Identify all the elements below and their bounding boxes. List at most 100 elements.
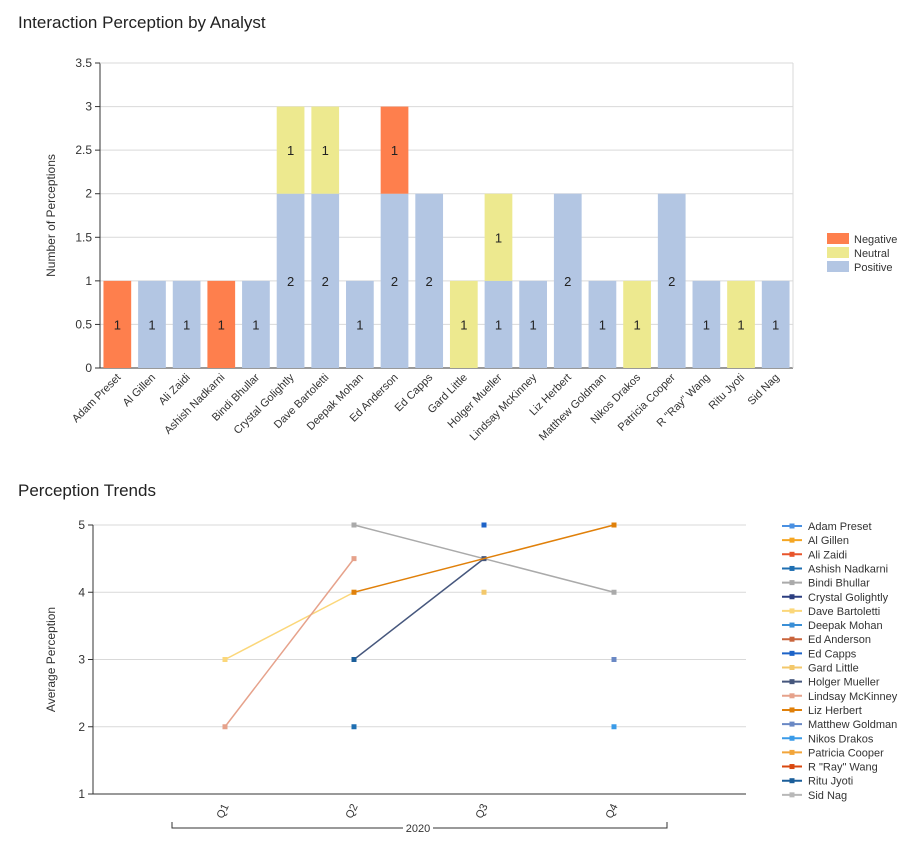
bar-positive-deepak-mohan xyxy=(346,280,374,368)
line-chart-title: Perception Trends xyxy=(18,481,156,500)
bar-positive-matthew-goldman xyxy=(588,280,617,368)
line-point-liz-herbert xyxy=(611,522,617,528)
line-x-tick-label: Q4 xyxy=(604,802,621,820)
line-x-tick-label: Q1 xyxy=(215,802,232,820)
bar-data-label: 1 xyxy=(703,317,710,332)
bar-y-tick-label: 3.5 xyxy=(75,56,92,70)
bar-positive-patricia-cooper xyxy=(657,193,686,368)
legend-label-ritu-jyoti: Ritu Jyoti xyxy=(808,776,853,788)
line-x-tick-label: Q3 xyxy=(474,802,491,820)
line-series-holger-mueller xyxy=(353,558,485,661)
legend-marker-liz-herbert xyxy=(789,707,795,713)
legend-swatch-neutral xyxy=(827,247,849,258)
legend-label-patricia-cooper: Patricia Cooper xyxy=(808,747,884,759)
bar-positive-ed-capps xyxy=(415,193,444,368)
bar-data-label: 1 xyxy=(599,317,606,332)
legend-label-ed-anderson: Ed Anderson xyxy=(808,634,871,646)
legend-marker-bindi-bhullar xyxy=(789,580,795,586)
legend-label-nikos-drakos: Nikos Drakos xyxy=(808,733,874,745)
line-series-liz-herbert xyxy=(353,524,615,593)
bar-positive-sid-nag xyxy=(761,280,790,368)
line-point-bindi-bhullar xyxy=(611,589,617,595)
legend-marker-crystal-golightly xyxy=(789,594,795,600)
bar-negative-ed-anderson xyxy=(380,106,409,194)
line-point-gard-little xyxy=(481,589,487,595)
bar-positive-r-ray-wang xyxy=(692,280,721,368)
legend-marker-r-ray-wang xyxy=(789,764,795,770)
bar-positive-crystal-golightly xyxy=(276,193,305,368)
bar-data-label: 1 xyxy=(772,317,779,332)
bar-y-tick-label: 0 xyxy=(85,361,92,375)
line-group-label-bg xyxy=(403,822,433,834)
line-point-nikos-drakos xyxy=(611,724,617,730)
bar-y-axis-label: Number of Perceptions xyxy=(44,154,58,277)
legend-marker-matthew-goldman xyxy=(789,721,795,727)
bar-y-tick-label: 2 xyxy=(85,187,92,201)
legend-label-lindsay-mckinney: Lindsay McKinney xyxy=(808,691,898,703)
line-y-tick-label: 1 xyxy=(78,787,85,801)
bar-data-label: 2 xyxy=(287,274,294,289)
line-y-tick-label: 5 xyxy=(78,518,85,532)
bar-data-label: 1 xyxy=(287,143,294,158)
legend-marker-deepak-mohan xyxy=(789,622,795,628)
legend-label-holger-mueller: Holger Mueller xyxy=(808,677,880,689)
bar-data-label: 1 xyxy=(460,317,467,332)
bar-neutral-ritu-jyoti xyxy=(727,280,755,368)
bar-chart-title: Interaction Perception by Analyst xyxy=(18,13,266,32)
bar-data-label: 1 xyxy=(114,317,121,332)
bar-y-tick-label: 1 xyxy=(85,274,92,288)
legend-label-sid-nag: Sid Nag xyxy=(808,790,847,802)
bar-data-label: 2 xyxy=(391,274,398,289)
bar-y-tick-label: 2.5 xyxy=(75,143,92,157)
legend-marker-ali-zaidi xyxy=(789,551,795,557)
bar-neutral-holger-mueller xyxy=(484,193,513,281)
bar-data-label: 1 xyxy=(218,317,225,332)
legend-label-negative: Negative xyxy=(854,234,897,246)
legend-marker-ritu-jyoti xyxy=(789,778,795,784)
bar-positive-lindsay-mckinney xyxy=(519,280,547,368)
line-y-axis-label: Average Perception xyxy=(44,607,58,712)
bar-positive-liz-herbert xyxy=(553,193,582,368)
bar-neutral-crystal-golightly xyxy=(276,106,305,194)
line-point-liz-herbert xyxy=(351,589,357,595)
legend-label-al-gillen: Al Gillen xyxy=(808,535,849,547)
bar-data-label: 1 xyxy=(148,317,155,332)
line-series-lindsay-mckinney xyxy=(224,558,355,728)
legend-label-ali-zaidi: Ali Zaidi xyxy=(808,549,847,561)
bar-data-label: 1 xyxy=(530,317,537,332)
line-y-tick-label: 2 xyxy=(78,720,85,734)
bar-positive-bindi-bhullar xyxy=(242,280,270,368)
legend-marker-sid-nag xyxy=(789,792,795,798)
bar-data-label: 2 xyxy=(668,274,675,289)
legend-label-bindi-bhullar: Bindi Bhullar xyxy=(808,578,870,590)
legend-label-liz-herbert: Liz Herbert xyxy=(808,705,862,717)
line-group-label: 2020 xyxy=(406,823,430,835)
bar-y-tick-label: 0.5 xyxy=(75,317,92,331)
legend-marker-gard-little xyxy=(789,665,795,670)
legend-label-deepak-mohan: Deepak Mohan xyxy=(808,620,883,632)
line-point-lindsay-mckinney xyxy=(222,724,228,730)
legend-marker-al-gillen xyxy=(789,537,795,543)
bar-positive-ali-zaidi xyxy=(172,280,201,368)
bar-data-label: 1 xyxy=(183,317,190,332)
legend-label-positive: Positive xyxy=(854,262,893,274)
line-point-bindi-bhullar xyxy=(351,522,357,528)
legend-marker-nikos-drakos xyxy=(789,735,795,741)
bar-data-label: 1 xyxy=(495,230,502,245)
bar-neutral-dave-bartoletti xyxy=(311,106,340,194)
legend-label-r-ray-wang: R "Ray" Wang xyxy=(808,762,878,774)
legend-marker-dave-bartoletti xyxy=(789,608,795,614)
bar-data-label: 1 xyxy=(737,317,744,332)
legend-label-crystal-golightly: Crystal Golightly xyxy=(808,592,889,604)
bar-data-label: 1 xyxy=(633,317,640,332)
legend-marker-ashish-nadkarni xyxy=(789,565,795,571)
bar-negative-ashish-nadkarni xyxy=(207,280,236,368)
legend-label-ed-capps: Ed Capps xyxy=(808,648,857,660)
bar-positive-holger-mueller xyxy=(484,280,513,368)
bar-positive-dave-bartoletti xyxy=(311,193,340,368)
legend-label-dave-bartoletti: Dave Bartoletti xyxy=(808,606,880,618)
legend-marker-ed-anderson xyxy=(789,636,795,642)
bar-data-label: 1 xyxy=(252,317,259,332)
legend-label-gard-little: Gard Little xyxy=(808,663,859,675)
